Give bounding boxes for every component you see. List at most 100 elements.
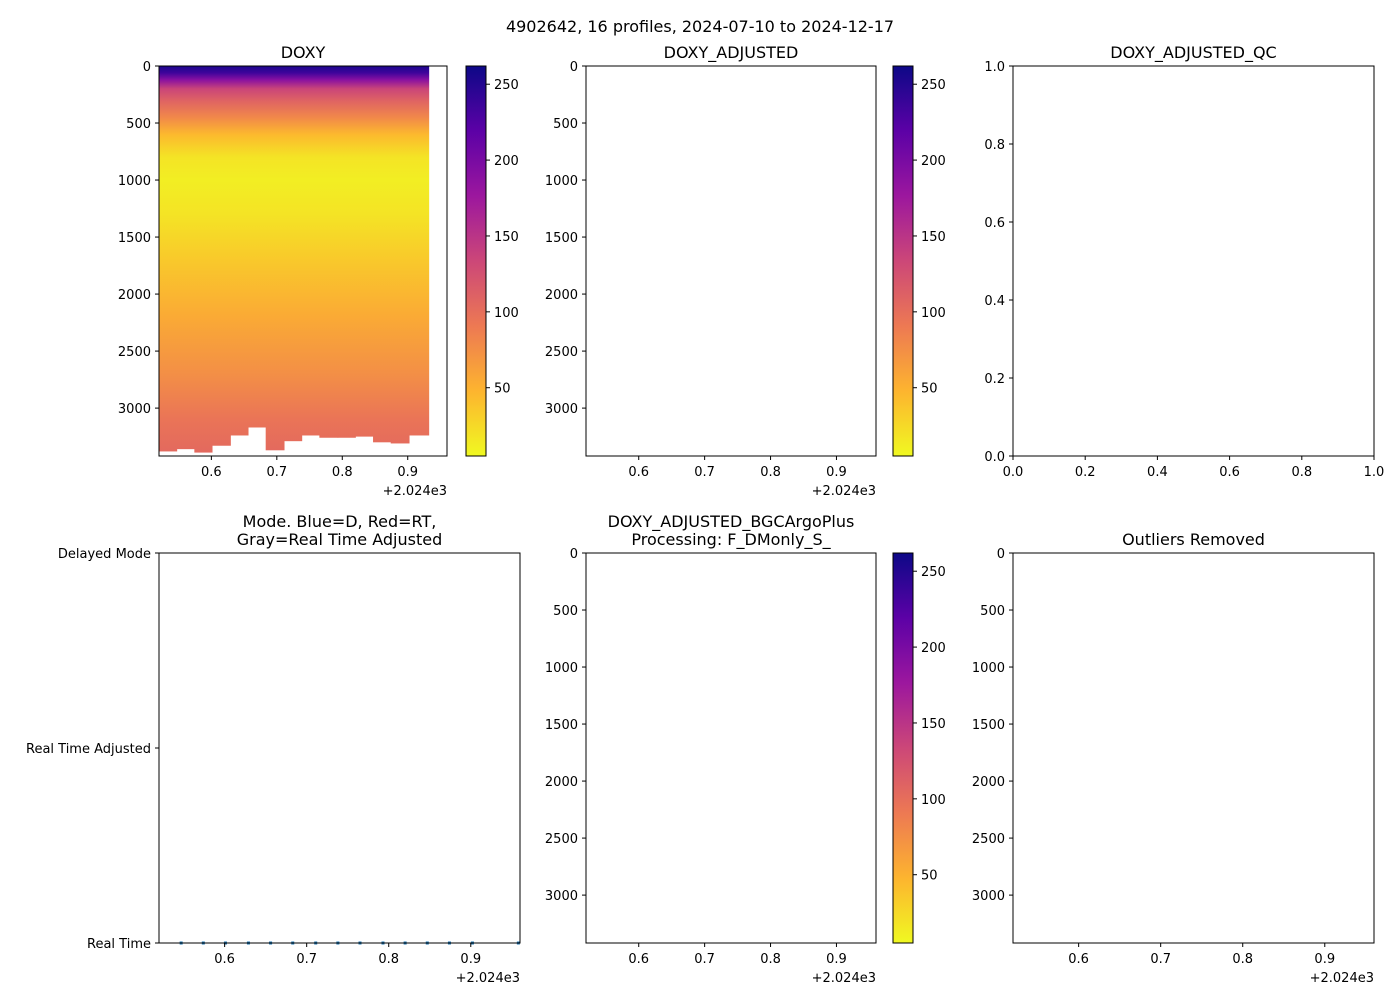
colorbar: 50 100 150 200 250 xyxy=(892,552,946,944)
panel-title: Outliers Removed xyxy=(1122,530,1265,549)
y-tick-label: 0 xyxy=(570,60,578,75)
x-tick-label: 0.8 xyxy=(332,465,353,480)
colorbar-tick-label: 50 xyxy=(494,382,511,397)
x-tick-label: 0.6 xyxy=(1219,465,1240,480)
profile-column xyxy=(248,66,267,428)
profile-column xyxy=(230,66,249,436)
x-tick-label: 0.8 xyxy=(1232,952,1253,967)
x-tick-label: 0.9 xyxy=(460,952,481,967)
x-tick-label: 0.9 xyxy=(826,465,847,480)
panel-doxy_adjusted_qc: 0.0 0.2 0.4 0.6 0.8 1.0 0.0 0.2 0.4 0.6 0.8 1.0 DOXY… xyxy=(984,43,1384,480)
colorbar-tick-label: 150 xyxy=(921,717,946,732)
y-tick-label: 2500 xyxy=(545,832,578,847)
y-tick-label: 0 xyxy=(570,547,578,562)
colorbar-gradient xyxy=(892,65,914,457)
colorbar-tick-label: 200 xyxy=(921,154,946,169)
colorbar-tick-label: 100 xyxy=(921,306,946,321)
x-tick-label: 0.2 xyxy=(1075,465,1096,480)
x-tick-label: 0.0 xyxy=(1003,465,1024,480)
panel-title: DOXY_ADJUSTED_QC xyxy=(1110,43,1276,63)
panel-title-line: DOXY_ADJUSTED_BGCArgoPlus xyxy=(608,512,855,532)
y-tick-label: 2000 xyxy=(118,288,151,303)
profile-column xyxy=(265,66,285,451)
x-tick-label: 0.6 xyxy=(214,952,235,967)
y-tick-label: 2000 xyxy=(545,775,578,790)
y-tick-label: Delayed Mode xyxy=(58,547,151,562)
profile-column xyxy=(159,66,178,452)
profile-column xyxy=(176,66,195,450)
panel-doxy_adjusted: 0.6 0.7 0.8 0.9 +2.024e3 0 500 1000 1500 2000 2500… xyxy=(545,43,946,499)
x-offset-label: +2.024e3 xyxy=(383,484,447,499)
x-offset-label: +2.024e3 xyxy=(1310,971,1374,986)
panel-outliers: 0.6 0.7 0.8 0.9 +2.024e3 0 500 1000 1500 2000 2500… xyxy=(972,530,1375,986)
panel-mode: 0.6 0.7 0.8 0.9 +2.024e3 Delayed Mode Real Tim… xyxy=(26,512,521,986)
panel-title: DOXY xyxy=(281,43,326,62)
y-tick-label: 0.8 xyxy=(984,138,1005,153)
panel-title-line: Mode. Blue=D, Red=RT, xyxy=(243,512,437,531)
y-tick-label: 2000 xyxy=(972,775,1005,790)
x-tick-label: 0.4 xyxy=(1147,465,1168,480)
y-tick-label: 500 xyxy=(553,117,578,132)
x-tick-label: 0.8 xyxy=(760,952,781,967)
y-tick-label: 1500 xyxy=(118,231,151,246)
x-tick-label: 0.6 xyxy=(628,952,649,967)
y-tick-label: Real Time Adjusted xyxy=(26,742,151,757)
colorbar-tick-label: 50 xyxy=(921,869,938,884)
x-tick-label: 0.7 xyxy=(694,952,715,967)
x-offset-label: +2.024e3 xyxy=(812,484,876,499)
profile-column xyxy=(319,66,339,438)
colorbar-tick-label: 200 xyxy=(494,154,519,169)
y-tick-label: 1.0 xyxy=(984,60,1005,75)
profile-column xyxy=(337,66,356,438)
colorbar-tick-label: 150 xyxy=(494,230,519,245)
axes-frame xyxy=(1012,552,1375,944)
y-tick-label: 3000 xyxy=(545,889,578,904)
x-tick-label: 0.8 xyxy=(378,952,399,967)
y-tick-label: 0.4 xyxy=(984,294,1005,309)
y-tick-label: 1500 xyxy=(972,718,1005,733)
x-tick-label: 1.0 xyxy=(1364,465,1385,480)
x-tick-label: 0.6 xyxy=(1068,952,1089,967)
figure-suptitle: 4902642, 16 profiles, 2024-07-10 to 2024… xyxy=(506,17,894,36)
y-tick-label: 2500 xyxy=(972,832,1005,847)
axes-frame xyxy=(1012,65,1375,457)
colorbar-tick-label: 50 xyxy=(921,382,938,397)
x-offset-label: +2.024e3 xyxy=(812,971,876,986)
profile-column xyxy=(355,66,374,437)
colorbar-tick-label: 150 xyxy=(921,230,946,245)
colorbar-tick-label: 250 xyxy=(921,565,946,580)
colorbar: 50 100 150 200 250 xyxy=(892,65,946,457)
colorbar-tick-label: 250 xyxy=(494,78,519,93)
colorbar-tick-label: 250 xyxy=(921,78,946,93)
y-tick-label: 0.0 xyxy=(984,450,1005,465)
profile-column xyxy=(284,66,303,442)
panel-title-line: Gray=Real Time Adjusted xyxy=(237,530,443,549)
y-tick-label: 1000 xyxy=(545,174,578,189)
y-tick-label: 2500 xyxy=(545,345,578,360)
axes-frame xyxy=(158,552,521,944)
x-tick-label: 0.7 xyxy=(694,465,715,480)
y-tick-label: 0 xyxy=(143,60,151,75)
y-tick-label: 0 xyxy=(997,547,1005,562)
y-tick-label: 3000 xyxy=(972,889,1005,904)
x-offset-label: +2.024e3 xyxy=(456,971,520,986)
x-tick-label: 0.7 xyxy=(296,952,317,967)
axes-frame xyxy=(158,65,448,457)
panel-doxy_bgc: 0.6 0.7 0.8 0.9 +2.024e3 0 500 1000 1500 2000 2500… xyxy=(545,512,946,986)
colorbar-gradient xyxy=(892,552,914,944)
y-tick-label: 0.2 xyxy=(984,372,1005,387)
profile-column xyxy=(373,66,392,443)
x-tick-label: 0.9 xyxy=(1314,952,1335,967)
colorbar-tick-label: 200 xyxy=(921,641,946,656)
x-tick-label: 0.8 xyxy=(1291,465,1312,480)
axes-frame xyxy=(585,552,877,944)
colorbar: 50 100 150 200 250 xyxy=(465,65,519,457)
y-tick-label: 1000 xyxy=(972,661,1005,676)
profile-column xyxy=(409,66,430,436)
y-tick-label: 500 xyxy=(126,117,151,132)
y-tick-label: 2000 xyxy=(545,288,578,303)
colorbar-gradient xyxy=(465,65,487,457)
x-tick-label: 0.6 xyxy=(628,465,649,480)
x-tick-label: 0.6 xyxy=(201,465,222,480)
